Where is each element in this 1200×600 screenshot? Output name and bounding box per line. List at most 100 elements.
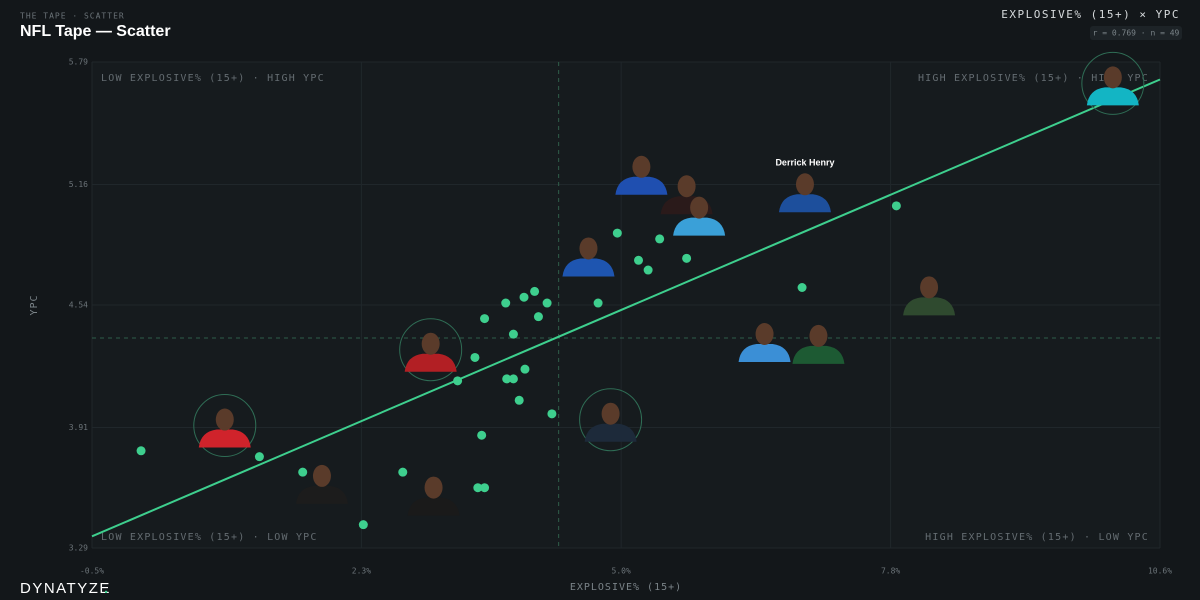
jersey bbox=[562, 258, 615, 277]
player-photo bbox=[193, 394, 257, 458]
point bbox=[634, 255, 644, 265]
jersey bbox=[198, 429, 251, 448]
point bbox=[542, 298, 552, 308]
jersey bbox=[738, 343, 791, 362]
point bbox=[514, 395, 524, 405]
point bbox=[477, 430, 487, 440]
quadrant-label: HIGH EXPLOSIVE% (15+) · LOW YPC bbox=[925, 532, 1149, 543]
x-tick-label: 7.8% bbox=[881, 567, 900, 576]
point bbox=[530, 286, 540, 296]
head bbox=[215, 408, 234, 431]
player-photo bbox=[407, 476, 460, 516]
head bbox=[312, 464, 331, 487]
point bbox=[453, 376, 463, 386]
head bbox=[632, 155, 651, 178]
kicker: THE TAPE · SCATTER bbox=[20, 12, 125, 21]
point bbox=[519, 292, 529, 302]
point bbox=[508, 329, 518, 339]
y-tick-label: 5.16 bbox=[69, 180, 88, 189]
jersey bbox=[407, 497, 460, 516]
player-photo bbox=[295, 464, 348, 504]
jersey bbox=[295, 485, 348, 504]
x-tick-label: 10.6% bbox=[1148, 567, 1172, 576]
point bbox=[891, 201, 901, 211]
point bbox=[547, 409, 557, 419]
player-photo bbox=[738, 322, 791, 362]
head bbox=[579, 237, 598, 260]
head bbox=[601, 402, 620, 425]
point bbox=[470, 352, 480, 362]
trend-line bbox=[91, 78, 1161, 538]
y-tick-label: 5.79 bbox=[69, 58, 88, 67]
jersey bbox=[673, 217, 726, 236]
point bbox=[520, 364, 530, 374]
head bbox=[677, 175, 696, 198]
jersey bbox=[1086, 87, 1139, 106]
head bbox=[421, 332, 440, 355]
title: NFL Tape — Scatter bbox=[20, 23, 171, 40]
player-photo bbox=[1081, 51, 1145, 115]
brand-dot: . bbox=[104, 580, 108, 597]
x-axis-label: EXPLOSIVE% (15+) bbox=[570, 582, 682, 593]
player-photo bbox=[399, 318, 463, 382]
x-tick-label: 2.3% bbox=[352, 567, 371, 576]
brand: DYNATYZE bbox=[20, 580, 111, 597]
photo-ring bbox=[193, 394, 257, 458]
point bbox=[473, 483, 483, 493]
player-photo bbox=[673, 196, 726, 236]
point bbox=[533, 312, 543, 322]
player-photo bbox=[562, 237, 615, 277]
player-photo bbox=[579, 388, 643, 452]
quadrant-label: LOW EXPLOSIVE% (15+) · HIGH YPC bbox=[101, 73, 325, 84]
photo-ring bbox=[399, 318, 463, 382]
x-tick-label: -0.5% bbox=[80, 567, 104, 576]
player-photo bbox=[615, 155, 668, 195]
point bbox=[502, 374, 512, 384]
jersey bbox=[792, 345, 845, 364]
point bbox=[254, 452, 264, 462]
player-photo: Derrick Henry bbox=[775, 158, 834, 213]
point bbox=[682, 253, 692, 263]
y-tick-label: 3.29 bbox=[69, 544, 88, 553]
point bbox=[797, 283, 807, 293]
point bbox=[480, 483, 490, 493]
y-axis-label: YPC bbox=[29, 294, 40, 315]
point bbox=[612, 228, 622, 238]
player-photo bbox=[792, 324, 845, 364]
photo-ring bbox=[1081, 51, 1145, 115]
point bbox=[643, 265, 653, 275]
head bbox=[690, 196, 709, 219]
metric: EXPLOSIVE% (15+) × YPC bbox=[1001, 8, 1180, 21]
quadrant-label: HIGH EXPLOSIVE% (15+) · HIGH YPC bbox=[918, 73, 1149, 84]
point bbox=[358, 520, 368, 530]
player-photo bbox=[903, 276, 956, 316]
jersey bbox=[615, 176, 668, 195]
point bbox=[508, 374, 518, 384]
y-tick-label: 3.91 bbox=[69, 423, 88, 432]
stats-chip bbox=[1090, 26, 1182, 40]
jersey bbox=[903, 297, 956, 316]
jersey bbox=[778, 194, 831, 213]
point bbox=[593, 298, 603, 308]
point bbox=[655, 234, 665, 244]
point bbox=[298, 467, 308, 477]
head bbox=[795, 173, 814, 196]
quadrant-label: LOW EXPLOSIVE% (15+) · LOW YPC bbox=[101, 532, 318, 543]
point bbox=[398, 467, 408, 477]
y-tick-label: 4.54 bbox=[69, 301, 88, 310]
x-tick-label: 5.0% bbox=[612, 567, 631, 576]
point bbox=[480, 314, 490, 324]
head bbox=[424, 476, 443, 499]
head bbox=[1103, 66, 1122, 89]
stats: r = 0.769 · n = 49 bbox=[1093, 29, 1180, 38]
photo-ring bbox=[579, 388, 643, 452]
jersey bbox=[584, 423, 637, 442]
head bbox=[920, 276, 939, 299]
point bbox=[136, 446, 146, 456]
point bbox=[501, 298, 511, 308]
head bbox=[755, 322, 774, 345]
head bbox=[809, 324, 828, 347]
jersey bbox=[404, 353, 457, 372]
